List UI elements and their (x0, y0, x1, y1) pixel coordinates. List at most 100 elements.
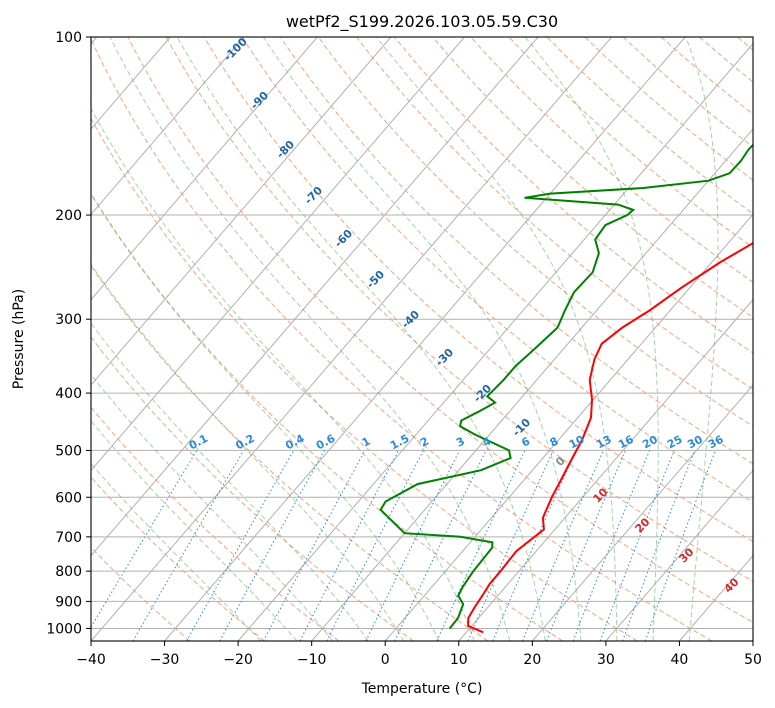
moist-adiabat (91, 263, 405, 641)
dry-adiabat (91, 38, 713, 641)
chart-title: wetPf2_S199.2026.103.05.59.C30 (286, 12, 558, 32)
mixing-ratio-label: 10 (567, 433, 587, 452)
dry-adiabat (91, 117, 638, 641)
x-tick-label: 10 (450, 652, 468, 668)
mixing-ratio-label: 20 (640, 433, 660, 452)
dry-adiabat-label: -20 (471, 382, 494, 405)
isotherm-line (237, 42, 753, 641)
isotherm-line (531, 384, 753, 641)
x-tick-label: 40 (671, 652, 689, 668)
mixing-ratio-line (186, 450, 295, 641)
y-axis: 100 200 300 400 500 600 700 800 900 1000 (46, 30, 91, 637)
dry-adiabat (279, 37, 753, 465)
moist-adiabat (376, 37, 618, 641)
y-tick-label: 500 (55, 443, 82, 459)
isotherm-line (91, 37, 613, 641)
moist-adiabat (91, 193, 440, 641)
dry-adiabat (165, 37, 753, 582)
moist-adiabat (91, 107, 475, 641)
dry-adiabat (394, 37, 753, 354)
isotherm-line (458, 298, 753, 641)
dry-adiabat (508, 37, 753, 249)
mixing-ratio-line (467, 450, 554, 641)
x-axis-label: Temperature (°C) (361, 681, 483, 697)
temperature-line (467, 241, 753, 634)
x-tick-label: −40 (76, 652, 106, 668)
isotherm-line (605, 469, 753, 641)
mixing-ratio-label: 16 (616, 433, 636, 452)
isotherm-line (91, 37, 392, 386)
dry-adiabat (91, 476, 265, 641)
mixing-ratio-label: 36 (706, 433, 726, 452)
mixing-ratio-label: 8 (548, 435, 561, 450)
mixing-ratio-line (522, 450, 604, 641)
mixing-ratio-line (492, 450, 577, 641)
mixing-ratio-line (91, 450, 198, 629)
plot-frame (90, 36, 754, 642)
isotherm-line (311, 128, 753, 641)
mixing-ratio-line (572, 450, 651, 641)
dry-adiabat-label: 30 (677, 545, 697, 565)
mixing-ratio-line (365, 450, 460, 641)
y-tick-label: 100 (55, 30, 82, 46)
dry-adiabat-label: -10 (510, 416, 533, 439)
mixing-ratio-line (394, 450, 487, 641)
moist-adiabat (91, 462, 262, 641)
dry-adiabat (432, 37, 753, 318)
isotherm-line (679, 554, 753, 641)
mixing-ratio-label: 2 (418, 435, 431, 450)
dry-adiabat-label: -90 (248, 89, 271, 112)
mixing-ratio-label: 0.1 (187, 432, 210, 453)
isotherm-line (384, 213, 753, 641)
dry-adiabat (622, 37, 753, 148)
dry-adiabat-label: -80 (274, 138, 297, 161)
y-tick-label: 600 (55, 490, 82, 506)
dry-adiabat-label: -100 (221, 35, 250, 64)
dry-adiabat (241, 37, 753, 503)
dry-adiabat (127, 37, 753, 623)
x-tick-label: 50 (744, 652, 762, 668)
x-tick-label: −20 (223, 652, 253, 668)
isotherm-line (91, 37, 539, 557)
y-tick-label: 200 (55, 208, 82, 224)
line-labels: 0.1 0.2 0.4 0.6 1 1.5 2 3 4 6 8 10 13 16 20 25 30 36-100-… (187, 35, 742, 596)
mixing-ratio-line (219, 450, 325, 641)
dry-adiabat (470, 37, 753, 283)
y-tick-label: 800 (55, 564, 82, 580)
dry-adiabat-label: -30 (433, 346, 456, 369)
mixing-ratio-line (132, 450, 245, 641)
x-tick-label: 30 (597, 652, 615, 668)
series-layer (379, 143, 753, 634)
dry-adiabat (737, 37, 753, 51)
mixing-ratio-label: 3 (454, 435, 467, 450)
background-lines (91, 37, 753, 641)
isotherm-line (91, 37, 318, 301)
x-tick-label: 0 (381, 652, 390, 668)
dry-adiabat-label: 40 (722, 575, 742, 595)
dry-adiabat (91, 192, 563, 641)
moist-adiabat (262, 37, 582, 641)
x-axis: −40 −30 −20 −10 0 10 20 30 40 50 (76, 641, 762, 668)
y-tick-label: 900 (55, 594, 82, 610)
y-tick-label: 400 (55, 386, 82, 402)
mixing-ratio-label: 0.6 (314, 432, 338, 453)
mixing-ratio-label: 0.2 (233, 432, 256, 453)
y-tick-label: 700 (55, 530, 82, 546)
dry-adiabat-label: -40 (399, 308, 422, 331)
mixing-ratio-label: 1 (360, 435, 373, 450)
x-tick-label: 20 (523, 652, 541, 668)
mixing-ratio-label: 0.4 (283, 432, 307, 453)
dry-adiabat (91, 265, 489, 641)
mixing-ratio-label: 13 (594, 433, 614, 452)
isotherm-line (752, 640, 753, 641)
moist-adiabat (91, 373, 334, 641)
y-tick-label: 300 (55, 312, 82, 328)
dry-adiabat-label: -70 (302, 184, 325, 207)
mixing-ratio-label: 1.5 (388, 432, 411, 453)
x-tick-label: −30 (150, 652, 180, 668)
y-tick-label: 1000 (46, 621, 82, 637)
mixing-ratio-label: 25 (665, 433, 685, 452)
dry-adiabat (356, 37, 753, 390)
dry-adiabat-label: 10 (591, 485, 611, 505)
